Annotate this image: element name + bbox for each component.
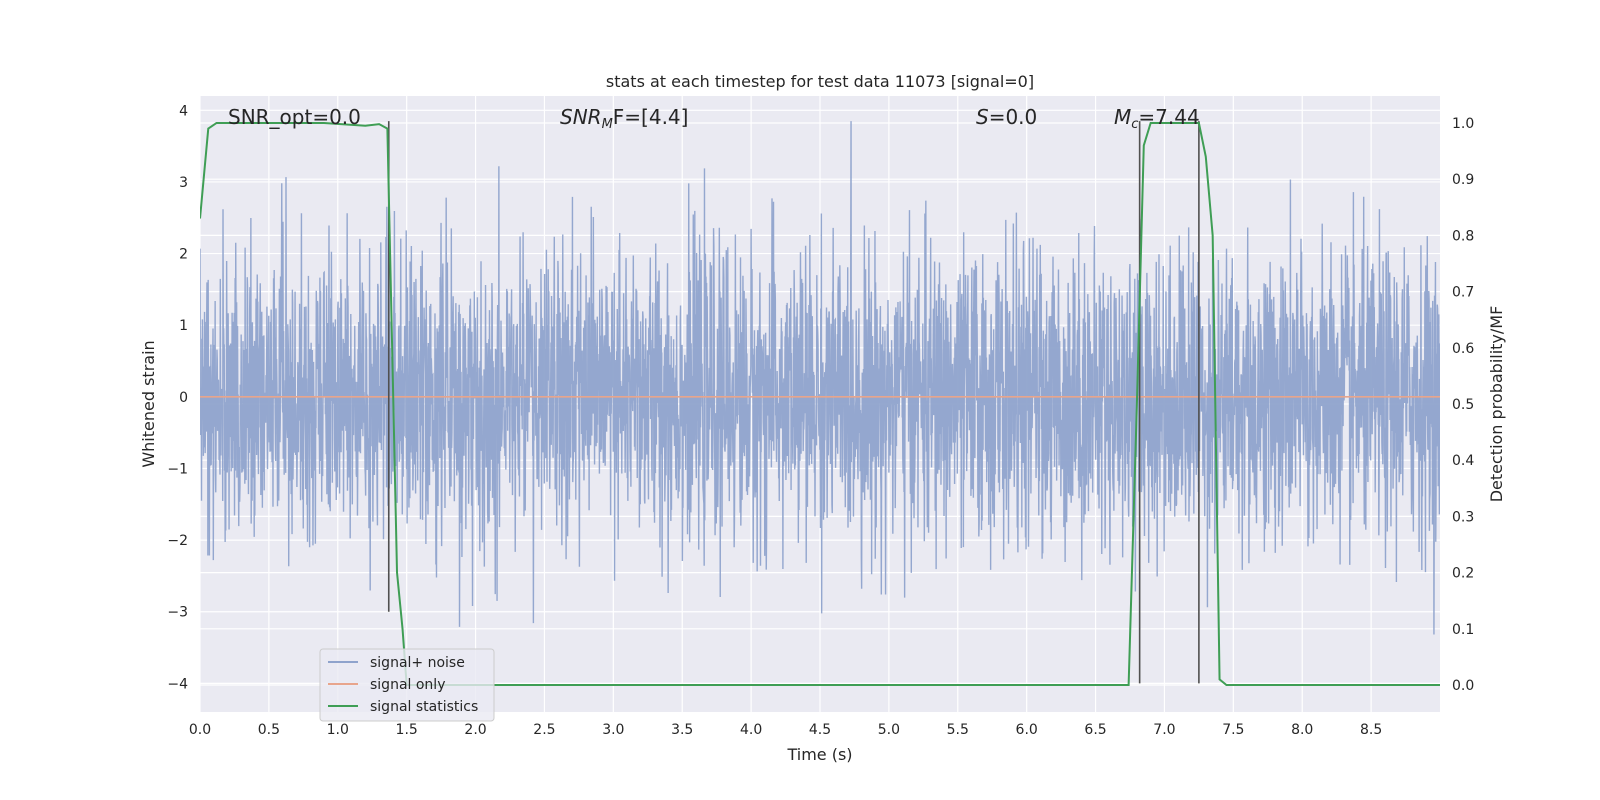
y-tick-label: −2 (167, 533, 188, 549)
x-tick-label: 4.0 (740, 722, 762, 738)
annotation-mc-sub: c (1131, 117, 1138, 132)
legend-label-signal-statistics: signal statistics (370, 699, 478, 715)
x-tick-label: 6.0 (1016, 722, 1038, 738)
y-tick-label: −4 (167, 676, 188, 692)
x-tick-label: 5.0 (878, 722, 900, 738)
series-signal-noise (200, 121, 1440, 635)
annotation-s-main: S (976, 105, 989, 129)
annotation-snr-opt: SNR_opt=0.0 (228, 105, 361, 129)
annotation-snr-mf-main: SNR (560, 105, 602, 129)
signal-statistics-line (200, 121, 1440, 687)
y-tick-label: 0 (179, 390, 188, 406)
y-tick-labels: 4 3 2 1 0 −1 −2 −3 −4 (167, 103, 188, 692)
y2-tick-label: 0.8 (1452, 228, 1474, 244)
y2-tick-label: 0.9 (1452, 172, 1474, 188)
x-tick-label: 0.5 (258, 722, 280, 738)
x-tick-label: 7.5 (1222, 722, 1244, 738)
y2-tick-label: 1.0 (1452, 116, 1474, 132)
y2-tick-label: 0.4 (1452, 453, 1474, 469)
y-tick-label: −3 (167, 605, 188, 621)
x-tick-labels: 0.0 0.5 1.0 1.5 2.0 2.5 3.0 3.5 4.0 4.5 5.0 5.5 6.0 6… (189, 722, 1382, 738)
series-lines (200, 121, 1440, 687)
y2-tick-label: 0.6 (1452, 341, 1474, 357)
annotation-snr-mf-rest: F=[4.4] (613, 105, 689, 129)
y-tick-label: 4 (179, 103, 188, 119)
legend-label-signal-only: signal only (370, 677, 445, 693)
x-tick-label: 1.5 (396, 722, 418, 738)
y2-axis-label: Detection probability/MF (1487, 306, 1506, 503)
annotation-snr-mf: SNRMF=[4.4] (560, 105, 688, 132)
y-tick-label: 3 (179, 175, 188, 191)
x-tick-label: 2.0 (464, 722, 486, 738)
annotation-mc-main: M (1114, 105, 1131, 129)
annotation-snr-mf-sub: M (602, 117, 613, 132)
x-tick-label: 1.0 (327, 722, 349, 738)
y2-tick-label: 0.0 (1452, 678, 1474, 694)
y-tick-label: −1 (167, 461, 188, 477)
annotation-mc-rest: =7.44 (1138, 105, 1199, 129)
y2-tick-labels: 1.0 0.9 0.8 0.7 0.6 0.5 0.4 0.3 0.2 0.1 0.0 (1452, 116, 1474, 694)
x-tick-label: 3.0 (602, 722, 624, 738)
x-tick-label: 3.5 (671, 722, 693, 738)
x-axis-label: Time (s) (786, 745, 852, 764)
y2-tick-label: 0.2 (1452, 566, 1474, 582)
y2-tick-label: 0.1 (1452, 622, 1474, 638)
y2-tick-label: 0.5 (1452, 397, 1474, 413)
y2-tick-label: 0.7 (1452, 285, 1474, 301)
y-tick-label: 1 (179, 318, 188, 334)
x-tick-label: 8.5 (1360, 722, 1382, 738)
legend-box (319, 648, 495, 722)
x-tick-label: 2.5 (533, 722, 555, 738)
x-tick-label: 6.5 (1084, 722, 1106, 738)
y2-tick-label: 0.3 (1452, 509, 1474, 525)
legend: signal+ noise signal only signal statist… (319, 648, 495, 722)
y-axis-label: Whitened strain (139, 340, 158, 467)
x-tick-label: 8.0 (1291, 722, 1313, 738)
y-tick-label: 2 (179, 247, 188, 263)
annotation-s: S=0.0 (976, 105, 1037, 129)
chart-title: stats at each timestep for test data 110… (606, 72, 1034, 91)
x-tick-label: 7.0 (1153, 722, 1175, 738)
x-tick-label: 0.0 (189, 722, 211, 738)
legend-label-signal-noise: signal+ noise (370, 655, 465, 671)
annotation-s-rest: =0.0 (989, 105, 1038, 129)
signal-noise-line (200, 121, 1440, 635)
annotation-mc: Mc=7.44 (1114, 105, 1200, 132)
x-tick-label: 5.5 (947, 722, 969, 738)
x-tick-label: 4.5 (809, 722, 831, 738)
